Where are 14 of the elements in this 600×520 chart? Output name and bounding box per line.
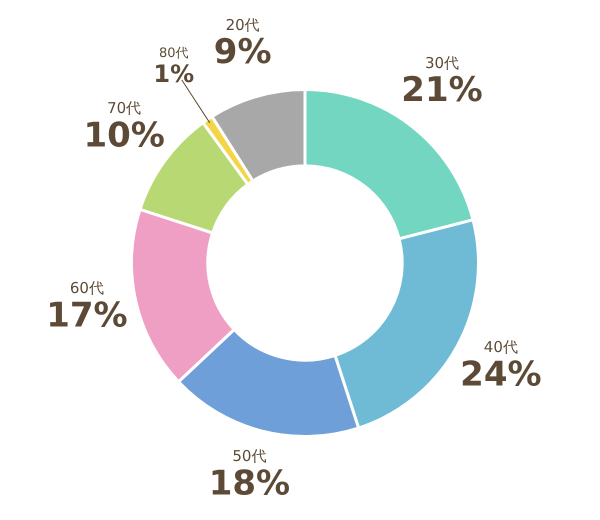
slice-label: 40代 [484,338,518,356]
data-label: 10% [83,115,165,156]
data-label: 1% [153,60,194,88]
data-label: 21% [401,70,483,110]
data-label: 24% [460,354,542,394]
slice-label: 30代 [424,54,460,72]
data-label: 18% [208,463,290,504]
slice-label: 80代 [158,46,189,61]
slice-label: 50代 [232,446,266,465]
slice-label: 20代 [226,16,260,34]
data-label: 17% [46,296,128,336]
slice-label: 60代 [70,279,104,298]
data-label: 9% [214,32,272,72]
slice-label: 70代 [107,99,142,118]
